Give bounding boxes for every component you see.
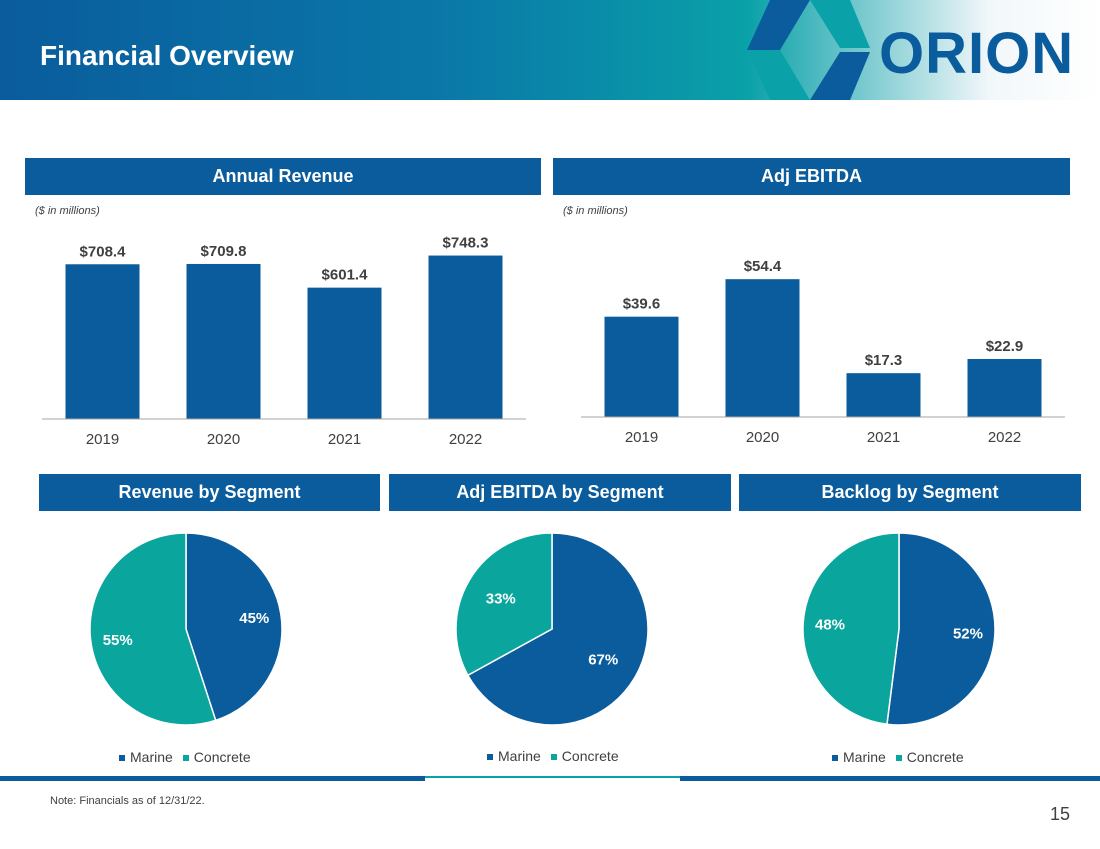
bar-2019 — [65, 264, 140, 419]
pie-percent-label: 67% — [588, 651, 618, 668]
logo-text: ORION — [879, 21, 1074, 86]
marine-swatch — [487, 754, 493, 761]
ebitda-segment-title: Adj EBITDA by Segment — [456, 482, 664, 502]
annual-revenue-chart: $708.4 2019 $709.8 2020 $601.4 2021 $748.3 2022 — [42, 235, 526, 448]
pie-percent-label: 52% — [953, 625, 983, 642]
concrete-swatch — [550, 754, 557, 761]
orion-logo: ORION — [747, 0, 1074, 100]
legend-item-marine: Marine — [832, 749, 886, 765]
bar-value-label: $39.6 — [623, 296, 661, 313]
legend-item-concrete: Concrete — [550, 748, 619, 764]
pie-percent-label: 45% — [239, 610, 269, 627]
marine-swatch — [832, 755, 838, 762]
adj-ebitda-title: Adj EBITDA — [761, 166, 862, 186]
legend-item-marine: Marine — [119, 749, 173, 765]
pie-slice-marine — [466, 532, 649, 726]
slide-header: Financial Overview ORION — [0, 0, 1100, 100]
page-title: Financial Overview — [40, 40, 294, 71]
x-tick-label: 2020 — [207, 431, 240, 448]
x-tick-label: 2020 — [746, 429, 779, 446]
ebitda-segment-legend: Marine Concrete — [487, 748, 629, 764]
bar-2019 — [604, 316, 679, 417]
concrete-swatch — [182, 755, 189, 762]
bar-2021 — [846, 373, 921, 417]
backlog-segment-header: Backlog by Segment — [739, 474, 1081, 511]
pie-slice-concrete — [802, 532, 900, 726]
bar-value-label: $708.4 — [80, 243, 127, 260]
x-tick-label: 2021 — [867, 429, 900, 446]
x-tick-label: 2019 — [86, 431, 119, 448]
ebitda-segment-pie: 67% 33% — [455, 532, 649, 726]
logo-shape-right — [810, 0, 870, 48]
pie-slice-concrete — [89, 532, 217, 726]
annual-revenue-unit: ($ in millions) — [35, 205, 100, 217]
bar-value-label: $748.3 — [443, 235, 489, 252]
page-number: 15 — [1050, 804, 1071, 824]
revenue-segment-legend: Marine Concrete — [119, 749, 261, 765]
logo-shape-left — [747, 50, 810, 100]
backlog-segment-pie: 52% 48% — [802, 532, 996, 726]
footer-rule-middle — [425, 776, 680, 778]
bar-2022 — [967, 358, 1042, 417]
legend-item-concrete: Concrete — [182, 749, 251, 765]
pie-slice-concrete — [455, 532, 553, 677]
logo-shape-bottom — [810, 52, 870, 100]
annual-revenue-title: Annual Revenue — [212, 166, 354, 186]
bar-value-label: $22.9 — [986, 338, 1024, 355]
bar-value-label: $54.4 — [744, 258, 782, 275]
pie-slice-marine — [886, 532, 996, 726]
footer-rule-left — [0, 776, 425, 781]
bar-value-label: $601.4 — [322, 267, 369, 284]
bar-2020 — [186, 263, 261, 419]
adj-ebitda-unit: ($ in millions) — [563, 205, 628, 217]
bar-2020 — [725, 279, 800, 417]
x-tick-label: 2022 — [449, 431, 482, 448]
adj-ebitda-chart: $39.6 2019 $54.4 2020 $17.3 2021 $22.9 2022 — [581, 258, 1065, 446]
marine-swatch — [119, 755, 125, 762]
backlog-segment-title: Backlog by Segment — [821, 482, 999, 502]
pie-percent-label: 55% — [103, 632, 133, 649]
pie-percent-label: 33% — [486, 591, 516, 608]
annual-revenue-header: Annual Revenue — [25, 158, 541, 195]
bar-value-label: $709.8 — [201, 243, 247, 260]
bar-2022 — [428, 255, 503, 419]
bar-value-label: $17.3 — [865, 352, 903, 369]
pie-percent-label: 48% — [815, 617, 845, 634]
revenue-segment-header: Revenue by Segment — [39, 474, 380, 511]
backlog-segment-legend: Marine Concrete — [832, 749, 974, 765]
ebitda-segment-header: Adj EBITDA by Segment — [389, 474, 731, 511]
legend-item-concrete: Concrete — [895, 749, 964, 765]
x-tick-label: 2022 — [988, 429, 1021, 446]
footer-rule-right — [680, 776, 1100, 781]
bar-2021 — [307, 287, 382, 419]
pie-slice-marine — [185, 532, 283, 722]
revenue-segment-title: Revenue by Segment — [118, 482, 301, 502]
logo-shape-top — [747, 0, 810, 50]
footnote: Note: Financials as of 12/31/22. — [50, 795, 205, 807]
legend-item-marine: Marine — [487, 748, 541, 764]
revenue-segment-pie: 45% 55% — [89, 532, 283, 726]
x-tick-label: 2019 — [625, 429, 658, 446]
adj-ebitda-header: Adj EBITDA — [553, 158, 1070, 195]
concrete-swatch — [895, 755, 902, 762]
x-tick-label: 2021 — [328, 431, 361, 448]
